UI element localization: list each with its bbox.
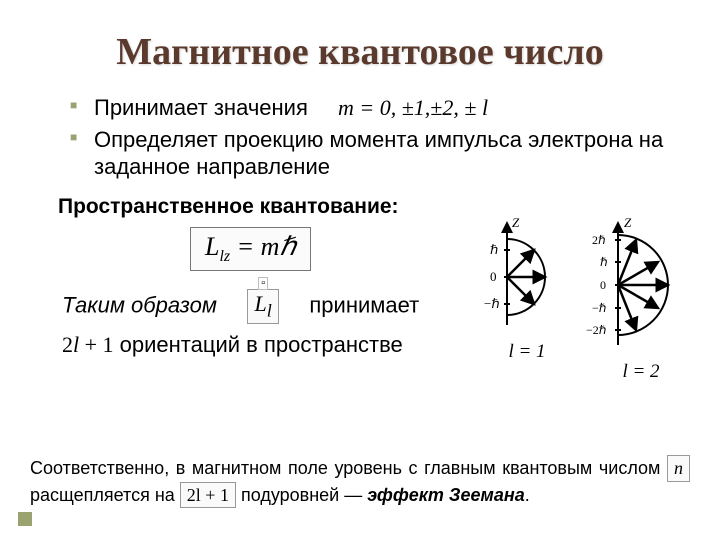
formula-right: = mℏ: [230, 232, 296, 261]
line-suffix: принимает: [309, 292, 419, 317]
footer-expr: 2l + 1: [180, 482, 236, 508]
bullet-item: Определяет проекцию момента импульса эле…: [70, 126, 680, 181]
footer-zeeman: эффект Зеемана: [367, 485, 524, 505]
footer-post2: .: [525, 485, 530, 505]
slide-title: Магнитное квантовое число: [40, 30, 680, 74]
symbol-Ll: ▫ Ll: [247, 289, 278, 324]
tick: 0: [490, 269, 497, 284]
footer-pre: Соответственно, в магнитном поле уровень…: [30, 458, 667, 478]
corner-decoration: [18, 512, 32, 526]
diagram-label: l = 2: [586, 361, 696, 383]
tick: ℏ: [490, 242, 498, 257]
footer-text: Соответственно, в магнитном поле уровень…: [30, 455, 690, 508]
orient-post: + 1: [79, 332, 113, 357]
bullet-text: Принимает значения: [94, 95, 308, 120]
orient-pre: 2: [62, 332, 73, 357]
formula-sub: lz: [219, 248, 230, 265]
formula-left: L: [205, 232, 219, 261]
tick: 0: [600, 278, 606, 292]
diagram-label: l = 1: [482, 341, 572, 363]
formula-Llz: Llz = mℏ: [190, 227, 311, 271]
axis-label-z: Z: [624, 215, 632, 230]
tick: −ℏ: [592, 301, 607, 315]
footer-mid: расщепляется на: [30, 485, 180, 505]
footer-n: n: [667, 455, 690, 481]
bullet-text: Определяет проекцию момента импульса эле…: [94, 127, 663, 180]
diagram-l1: Z ℏ 0 −ℏ l = 1: [482, 215, 572, 363]
L-symbol: L: [254, 291, 266, 316]
bullet-values: m = 0, ±1,±2, ± l: [338, 95, 488, 120]
line-prefix: Таким образом: [62, 292, 217, 317]
tick: ℏ: [600, 255, 608, 269]
axis-label-z: Z: [512, 215, 520, 230]
tick: 2ℏ: [592, 233, 606, 247]
bullet-item: Принимает значения m = 0, ±1,±2, ± l: [70, 94, 680, 122]
footer-post1: подуровней —: [241, 485, 367, 505]
quantization-diagrams: Z ℏ 0 −ℏ l = 1: [482, 215, 696, 383]
broken-image-icon: ▫: [258, 277, 268, 290]
L-sub: l: [267, 300, 272, 320]
bullet-list: Принимает значения m = 0, ±1,±2, ± l Опр…: [70, 94, 680, 181]
tick: −ℏ: [484, 296, 500, 311]
diagram-l2: Z 2ℏ ℏ 0 −ℏ −2ℏ l = 2: [586, 215, 696, 383]
orient-text: ориентаций в пространстве: [114, 332, 403, 357]
tick: −2ℏ: [586, 323, 607, 337]
